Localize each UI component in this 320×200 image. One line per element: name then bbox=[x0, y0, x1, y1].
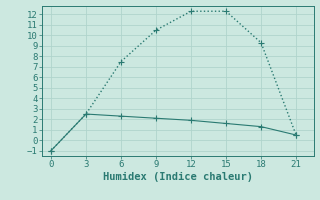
X-axis label: Humidex (Indice chaleur): Humidex (Indice chaleur) bbox=[103, 172, 252, 182]
